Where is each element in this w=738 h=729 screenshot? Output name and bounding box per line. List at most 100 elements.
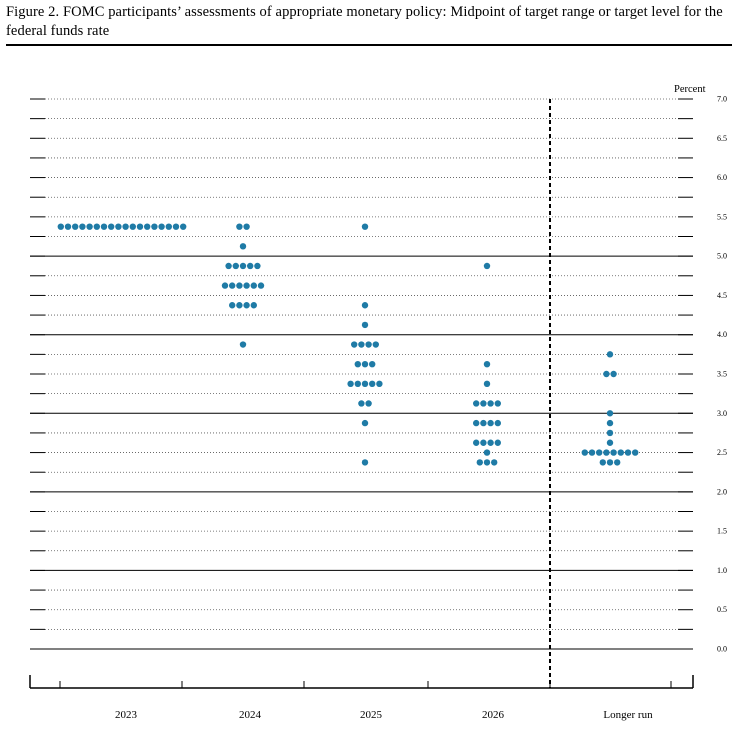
data-dot xyxy=(480,439,487,446)
data-dot xyxy=(57,223,64,230)
data-dot xyxy=(151,223,158,230)
y-tick-label: 4.5 xyxy=(717,291,727,300)
y-tick-label: 1.0 xyxy=(717,566,727,575)
data-dot xyxy=(480,400,487,407)
data-dot xyxy=(115,223,122,230)
data-dot xyxy=(351,341,358,348)
y-tick-label: 7.0 xyxy=(717,95,727,104)
data-dot xyxy=(617,449,624,456)
data-dot xyxy=(476,459,483,466)
data-dot xyxy=(491,459,498,466)
x-category-label: 2025 xyxy=(360,709,383,721)
axis-labels: 0.0 0.5 1.0 1.5 2.0 2.5 3.0 3.5 4.0 4.5 5.0 5.5 6.0 6… xyxy=(115,84,727,721)
data-dot xyxy=(372,341,379,348)
y-tick-label: 2.5 xyxy=(717,448,727,457)
data-dot xyxy=(376,380,383,388)
x-category-label: Longer run xyxy=(603,709,653,721)
data-dot xyxy=(239,341,247,348)
data-dot xyxy=(361,302,369,309)
data-dot xyxy=(257,282,265,289)
data-dots xyxy=(57,223,639,466)
data-dot xyxy=(243,282,250,289)
data-dot xyxy=(483,449,491,456)
data-dot xyxy=(487,400,494,407)
data-dot xyxy=(610,370,617,378)
grid-lines xyxy=(30,98,693,650)
data-dot xyxy=(487,439,494,446)
data-dot xyxy=(483,459,491,466)
data-dot xyxy=(369,360,376,368)
data-dot xyxy=(236,223,243,230)
data-dot xyxy=(473,439,480,446)
data-dot xyxy=(100,223,108,230)
data-dot xyxy=(483,380,491,388)
data-dot xyxy=(129,223,136,230)
data-dot xyxy=(254,262,261,270)
data-dot xyxy=(361,419,369,427)
data-dot xyxy=(354,380,361,388)
data-dot xyxy=(632,449,639,456)
y-axis-label: Percent xyxy=(674,84,706,95)
data-dot xyxy=(365,400,372,407)
data-dot xyxy=(221,282,229,289)
y-tick-label: 3.5 xyxy=(717,370,727,379)
data-dot xyxy=(614,459,621,466)
title-rule xyxy=(6,44,732,46)
data-dot xyxy=(494,419,501,427)
data-dot xyxy=(158,223,165,230)
data-dot xyxy=(361,380,369,388)
data-dot xyxy=(250,302,257,309)
data-dot xyxy=(354,360,361,368)
data-dot xyxy=(588,449,596,456)
data-dot xyxy=(229,302,236,309)
data-dot xyxy=(239,262,247,270)
data-dot xyxy=(180,223,187,230)
data-dot xyxy=(136,223,144,230)
data-dot xyxy=(361,223,369,230)
data-dot xyxy=(79,223,86,230)
data-dot xyxy=(229,282,236,289)
data-dot xyxy=(599,459,606,466)
data-dot xyxy=(358,400,365,407)
data-dot xyxy=(361,321,369,329)
data-dot xyxy=(480,419,487,427)
data-dot xyxy=(606,459,614,466)
data-dot xyxy=(243,302,250,309)
data-dot xyxy=(172,223,180,230)
axes xyxy=(29,99,694,689)
figure-title: Figure 2. FOMC participants’ assessments… xyxy=(6,4,723,39)
data-dot xyxy=(473,419,480,427)
data-dot xyxy=(606,410,614,417)
y-tick-label: 3.0 xyxy=(717,409,727,418)
data-dot xyxy=(581,449,588,456)
data-dot xyxy=(232,262,239,270)
data-dot xyxy=(473,400,480,407)
y-tick-label: 0.0 xyxy=(717,645,727,654)
y-tick-label: 2.0 xyxy=(717,487,727,496)
data-dot xyxy=(243,223,250,230)
data-dot xyxy=(603,370,610,378)
data-dot xyxy=(603,449,610,456)
data-dot xyxy=(365,341,372,348)
data-dot xyxy=(494,439,501,446)
data-dot xyxy=(358,341,365,348)
y-tick-label: 0.5 xyxy=(717,605,727,614)
data-dot xyxy=(72,223,79,230)
y-tick-label: 5.0 xyxy=(717,252,727,261)
y-tick-label: 6.0 xyxy=(717,173,727,182)
data-dot xyxy=(239,243,247,250)
y-tick-label: 4.0 xyxy=(717,330,727,339)
data-dot xyxy=(93,223,101,230)
data-dot xyxy=(144,223,151,230)
data-dot xyxy=(606,419,614,427)
data-dot xyxy=(347,380,354,388)
data-dot xyxy=(86,223,93,230)
data-dot xyxy=(606,439,614,446)
data-dot xyxy=(369,380,376,388)
y-tick-label: 5.5 xyxy=(717,212,727,221)
x-category-label: 2026 xyxy=(482,709,505,721)
data-dot xyxy=(494,400,501,407)
data-dot xyxy=(606,351,614,358)
data-dot xyxy=(122,223,129,230)
